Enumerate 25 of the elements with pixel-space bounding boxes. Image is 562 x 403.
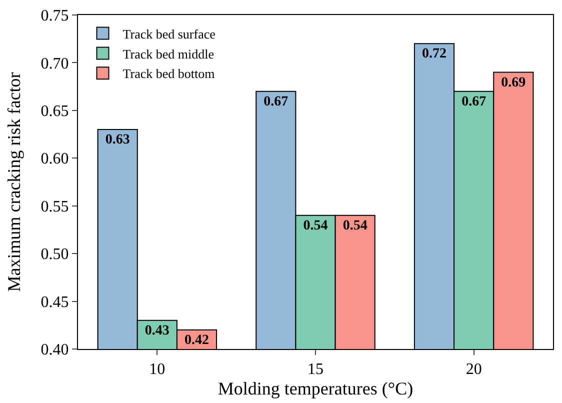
x-axis-title: Molding temperatures (°C) xyxy=(218,378,414,398)
y-tick-label: 0.45 xyxy=(40,294,69,311)
legend-label: Track bed bottom xyxy=(122,66,215,82)
y-axis-title: Maximum cracking risk factor xyxy=(4,72,24,292)
y-tick-label: 0.50 xyxy=(40,246,69,264)
x-tick-label: 15 xyxy=(308,361,324,378)
data-label: 0.67 xyxy=(462,94,486,110)
y-tick-label: 0.55 xyxy=(40,198,69,216)
data-label: 0.54 xyxy=(342,218,368,234)
y-tick-label: 0.75 xyxy=(40,8,69,25)
legend-label: Track bed surface xyxy=(122,26,216,42)
y-tick-label: 0.70 xyxy=(40,55,69,72)
y-tick-label: 0.65 xyxy=(40,103,69,120)
data-label: 0.54 xyxy=(303,218,328,234)
x-tick-label: 10 xyxy=(149,361,166,378)
data-label: 0.42 xyxy=(184,332,209,348)
y-tick-label: 0.40 xyxy=(40,342,69,359)
y-tick-label: 0.60 xyxy=(40,150,69,168)
data-label: 0.63 xyxy=(105,132,130,148)
data-label: 0.72 xyxy=(422,46,446,62)
legend-label: Track bed middle xyxy=(122,46,214,62)
data-label: 0.69 xyxy=(501,75,526,90)
data-label: 0.43 xyxy=(144,323,170,338)
x-tick-label: 20 xyxy=(466,361,482,378)
data-label: 0.67 xyxy=(264,94,288,110)
